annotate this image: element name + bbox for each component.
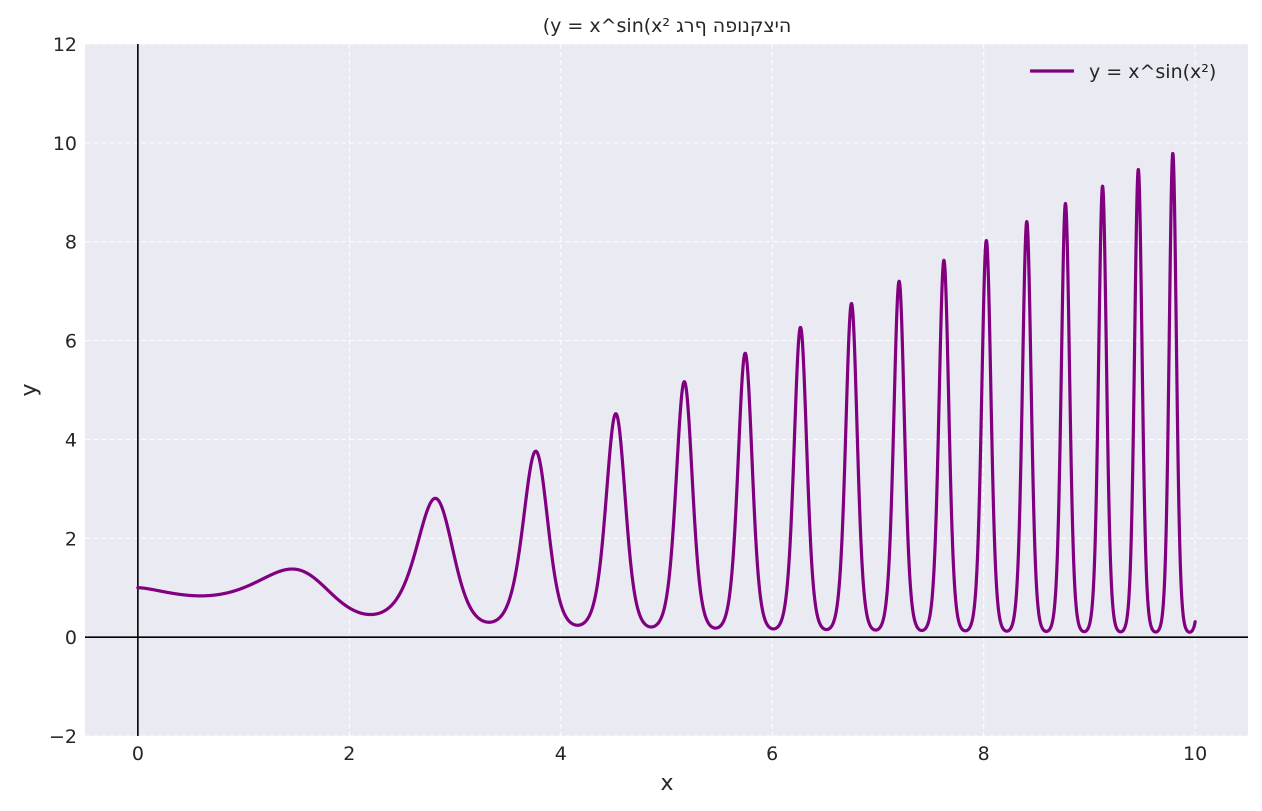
plot-background xyxy=(85,44,1248,736)
x-tick-label: 4 xyxy=(555,743,567,765)
x-tick-label: 6 xyxy=(766,743,778,765)
y-tick-label: 2 xyxy=(65,528,77,550)
legend-label: y = x^sin(x²) xyxy=(1089,61,1216,83)
grid xyxy=(85,43,1248,737)
x-tick-labels: 0 2 4 6 8 10 xyxy=(132,743,1207,765)
y-tick-label: 10 xyxy=(53,133,77,155)
y-tick-label: 6 xyxy=(65,331,77,353)
y-tick-label: 4 xyxy=(65,429,77,451)
x-axis-title: x xyxy=(660,771,673,796)
series-layer xyxy=(136,151,1197,634)
reference-lines xyxy=(85,44,1248,736)
x-tick-label: 8 xyxy=(978,743,990,765)
x-tick-label: 2 xyxy=(343,743,355,765)
y-tick-labels: −2 0 2 4 6 8 10 12 xyxy=(49,34,77,748)
x-tick-label: 10 xyxy=(1183,743,1207,765)
chart-title: (y = x^sin(x² היצקנופה ףרג xyxy=(543,15,792,37)
legend: y = x^sin(x²) xyxy=(1030,61,1216,83)
x-tick-label: 0 xyxy=(132,743,144,765)
y-axis-title: y xyxy=(17,383,42,396)
y-tick-label: 8 xyxy=(65,232,77,254)
y-tick-label: −2 xyxy=(49,726,77,748)
y-tick-label: 0 xyxy=(65,627,77,649)
y-tick-label: 12 xyxy=(53,34,77,56)
series-line xyxy=(136,151,1197,634)
